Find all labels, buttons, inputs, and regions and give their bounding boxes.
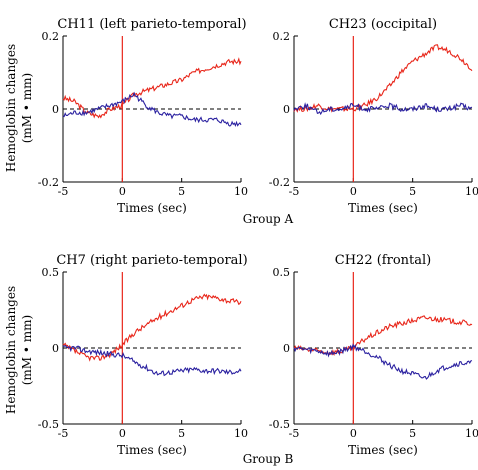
y-tick-label: 0.5 <box>42 266 60 279</box>
series-line-deoxy <box>293 102 473 116</box>
x-tick-label: 0 <box>350 427 357 440</box>
chart-panel-2: CH23 (occipital) -5 0 5 10 -0.2 0 0.2 Times (sec… <box>269 17 478 215</box>
series-line-oxy <box>293 44 473 113</box>
group-a-label: Group A <box>243 212 294 226</box>
y-tick-label: -0.2 <box>38 176 59 189</box>
group-b-label: Group B <box>243 452 294 466</box>
x-axis-label: Times (sec) <box>348 443 418 457</box>
x-tick-label: 5 <box>409 185 416 198</box>
y-tick-label: 0 <box>283 103 290 116</box>
chart-title: CH11 (left parieto-temporal) <box>57 17 246 32</box>
y-axis-label-bottom-line2: (mM • mm) <box>20 315 34 386</box>
y-axis-label-top-line1: Hemoglobin changes <box>4 44 18 172</box>
x-tick-label: -5 <box>58 427 69 440</box>
series-line-deoxy <box>62 344 242 377</box>
series-line-oxy <box>62 57 242 119</box>
y-tick-label: 0.2 <box>42 30 60 43</box>
x-tick-label: 0 <box>350 185 357 198</box>
x-tick-label: -5 <box>289 185 300 198</box>
chart-title: CH7 (right parieto-temporal) <box>56 253 247 268</box>
y-tick-label: 0 <box>52 103 59 116</box>
x-axis-label: Times (sec) <box>117 201 187 215</box>
y-tick-label: -0.5 <box>38 418 59 431</box>
x-tick-label: 0 <box>119 185 126 198</box>
y-axis-label-bottom-line1: Hemoglobin changes <box>4 286 18 414</box>
chart-title: CH22 (frontal) <box>335 253 431 268</box>
series-line-oxy <box>62 293 242 362</box>
x-tick-label: 5 <box>409 427 416 440</box>
series-line-oxy <box>293 315 473 357</box>
x-tick-label: -5 <box>58 185 69 198</box>
x-tick-label: 10 <box>234 427 248 440</box>
x-tick-label: 10 <box>234 185 248 198</box>
x-tick-label: -5 <box>289 427 300 440</box>
y-tick-label: 0 <box>283 342 290 355</box>
x-axis-label: Times (sec) <box>117 443 187 457</box>
x-tick-label: 5 <box>178 185 185 198</box>
chart-panel-4: CH22 (frontal) -5 0 5 10 -0.5 0 0.5 Times (sec) <box>269 253 478 457</box>
chart-panel-1: CH11 (left parieto-temporal) -5 0 5 10 -0.2 0 0… <box>38 17 248 215</box>
y-tick-label: 0.5 <box>273 266 291 279</box>
series-line-deoxy <box>62 91 242 127</box>
y-tick-label: -0.5 <box>269 418 290 431</box>
x-tick-label: 10 <box>465 185 478 198</box>
x-tick-label: 5 <box>178 427 185 440</box>
chart-panel-3: CH7 (right parieto-temporal) -5 0 5 10 -0.5 0 0… <box>38 253 248 457</box>
y-axis-label-top-line2: (mM • mm) <box>20 73 34 144</box>
y-tick-label: -0.2 <box>269 176 290 189</box>
chart-title: CH23 (occipital) <box>329 17 437 32</box>
x-axis-label: Times (sec) <box>348 201 418 215</box>
panels: CH11 (left parieto-temporal) -5 0 5 10 -0.2 0 0… <box>38 17 478 457</box>
y-tick-label: 0 <box>52 342 59 355</box>
x-tick-label: 10 <box>465 427 478 440</box>
y-tick-label: 0.2 <box>273 30 291 43</box>
x-tick-label: 0 <box>119 427 126 440</box>
series-line-deoxy <box>293 343 473 380</box>
